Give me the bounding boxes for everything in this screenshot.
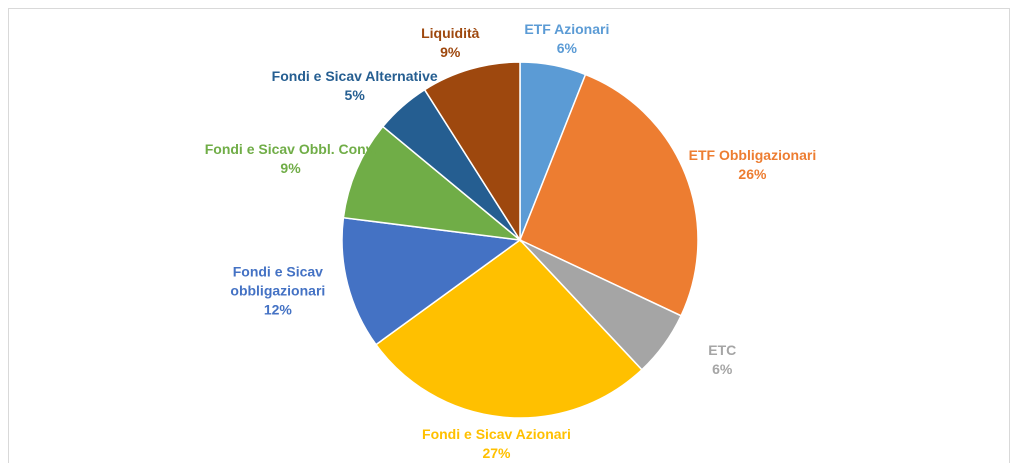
slice-label: ETF Obbligazionari 26% bbox=[666, 146, 838, 184]
value-label: 6% bbox=[712, 361, 733, 378]
value-label: 9% bbox=[440, 44, 461, 61]
pie-slice bbox=[342, 125, 523, 242]
category-label: Fondi e Sicav Obbl. Conv. bbox=[204, 140, 377, 157]
slice-label: Fondi e Sicav Azionari 27% bbox=[410, 425, 582, 463]
category-label: Fondi e Sicav obbligazionari bbox=[230, 263, 326, 299]
category-label: Fondi e Sicav Alternative bbox=[271, 68, 438, 85]
value-label: 5% bbox=[344, 87, 365, 104]
category-label: Liquidità bbox=[421, 25, 480, 42]
slice-label: Fondi e Sicav obbligazionari 12% bbox=[192, 262, 364, 319]
pie-slice bbox=[374, 239, 643, 419]
category-label: ETF Azionari bbox=[524, 20, 610, 37]
value-label: 12% bbox=[263, 301, 292, 318]
slice-label: Fondi e Sicav Obbl. Conv. 9% bbox=[205, 140, 377, 178]
pie-slice bbox=[341, 216, 522, 346]
value-label: 27% bbox=[482, 445, 511, 462]
slice-label: Liquidità 9% bbox=[364, 24, 536, 62]
pie-slice bbox=[423, 61, 521, 243]
category-label: ETF Obbligazionari bbox=[688, 146, 817, 163]
slice-label: Fondi e Sicav Alternative 5% bbox=[269, 67, 441, 105]
value-label: 26% bbox=[738, 165, 767, 182]
pie-slice bbox=[519, 73, 699, 317]
slice-label: ETF Azionari 6% bbox=[481, 20, 653, 58]
slice-label: ETC 6% bbox=[636, 341, 808, 379]
category-label: ETC bbox=[708, 342, 737, 359]
chart-frame bbox=[8, 8, 1010, 463]
value-label: 9% bbox=[280, 159, 301, 176]
value-label: 6% bbox=[556, 39, 577, 56]
category-label: Fondi e Sicav Azionari bbox=[422, 426, 571, 443]
